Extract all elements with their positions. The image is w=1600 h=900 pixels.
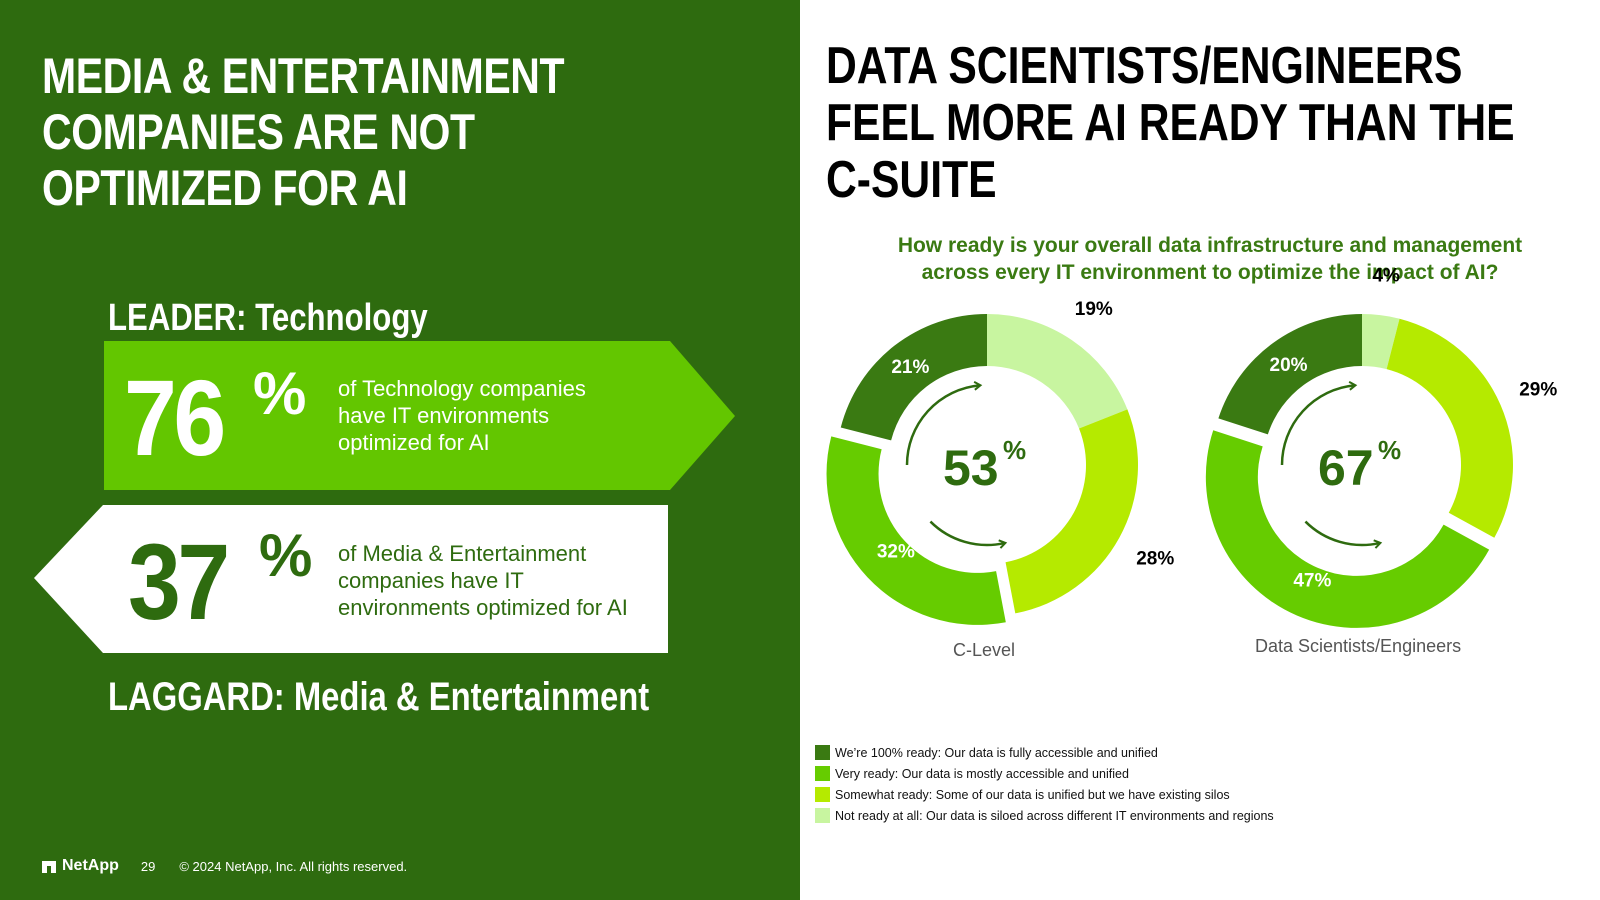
leader-description: of Technology companies have IT environm… <box>338 375 586 456</box>
center-percent-sign: % <box>1378 435 1401 465</box>
legend-label: We’re 100% ready: Our data is fully acce… <box>835 745 1158 760</box>
left-title-line: COMPANIES ARE NOT <box>42 104 475 160</box>
leader-description-line: optimized for AI <box>338 430 490 455</box>
chart-label-data-scientists: Data Scientists/Engineers <box>1255 636 1462 656</box>
footer-brand: NetApp <box>62 857 119 874</box>
footer: NetApp 29 © 2024 NetApp, Inc. All rights… <box>42 857 407 875</box>
leader-percent-sign: % <box>253 360 307 427</box>
laggard-percent-sign: % <box>259 522 313 589</box>
left-panel: MEDIA & ENTERTAINMENT COMPANIES ARE NOT … <box>0 0 800 900</box>
slice-value-label: 21% <box>891 357 929 378</box>
center-value: 53 <box>943 440 999 496</box>
netapp-logo-icon <box>42 861 56 873</box>
donut-slice <box>1205 430 1490 628</box>
legend-swatch <box>815 745 830 760</box>
donut-slice <box>840 314 987 441</box>
slice-value-label: 29% <box>1519 380 1557 401</box>
center-value: 67 <box>1318 440 1374 496</box>
leader-description-line: of Technology companies <box>338 376 586 401</box>
chart-label-c-level: C-Level <box>953 640 1016 660</box>
donut-charts: 19% 28% 32% 21% 53 % 4% 29% 47% 20% 67% <box>826 266 1557 628</box>
right-title-line: C-SUITE <box>826 151 997 209</box>
donut-slice <box>826 436 1006 625</box>
chart-legend: We’re 100% ready: Our data is fully acce… <box>815 742 1274 826</box>
survey-question: How ready is your overall data infrastru… <box>830 232 1590 286</box>
leader-value: 76 <box>124 357 226 478</box>
legend-swatch <box>815 787 830 802</box>
laggard-description: of Media & Entertainment companies have … <box>338 540 628 621</box>
slice-value-label: 32% <box>877 542 915 563</box>
cycle-arrow <box>929 520 1008 549</box>
legend-item: We’re 100% ready: Our data is fully acce… <box>815 742 1274 763</box>
laggard-label: LAGGARD: Media & Entertainment <box>108 675 650 719</box>
footer-page-number: 29 <box>140 858 156 874</box>
footer-copyright: © 2024 NetApp, Inc. All rights reserved. <box>179 858 408 874</box>
donut-slice <box>1362 314 1400 370</box>
survey-question-line: across every IT environment to optimize … <box>921 261 1499 284</box>
left-title-line: MEDIA & ENTERTAINMENT <box>42 48 565 104</box>
legend-label: Not ready at all: Our data is siloed acr… <box>835 808 1274 823</box>
leader-banner-shape <box>34 341 735 653</box>
right-title-line: DATA SCIENTISTS/ENGINEERS <box>826 37 1463 95</box>
left-title-line: OPTIMIZED FOR AI <box>42 160 408 216</box>
leader-description-line: have IT environments <box>338 403 550 428</box>
slice-value-label: 19% <box>1075 299 1113 320</box>
legend-item: Not ready at all: Our data is siloed acr… <box>815 805 1274 826</box>
legend-label: Very ready: Our data is mostly accessibl… <box>835 766 1129 781</box>
left-title: MEDIA & ENTERTAINMENT COMPANIES ARE NOT … <box>42 48 565 216</box>
slice-value-label: 4% <box>1372 266 1400 287</box>
laggard-description-line: environments optimized for AI <box>338 595 628 620</box>
legend-item: Very ready: Our data is mostly accessibl… <box>815 763 1274 784</box>
laggard-description-line: of Media & Entertainment <box>338 541 587 566</box>
legend-item: Somewhat ready: Some of our data is unif… <box>815 784 1274 805</box>
donut-slice <box>1005 409 1138 614</box>
leader-label: LEADER: Technology <box>108 297 428 339</box>
center-percent-sign: % <box>1003 435 1026 465</box>
survey-question-line: How ready is your overall data infrastru… <box>897 234 1523 257</box>
right-panel: DATA SCIENTISTS/ENGINEERS FEEL MORE AI R… <box>800 0 1600 900</box>
legend-swatch <box>815 808 830 823</box>
legend-label: Somewhat ready: Some of our data is unif… <box>835 787 1230 802</box>
cycle-arrow <box>905 380 983 466</box>
slice-value-label: 47% <box>1293 571 1331 592</box>
right-title-line: FEEL MORE AI READY THAN THE <box>826 94 1515 152</box>
slice-value-label: 28% <box>1136 548 1174 569</box>
laggard-description-line: companies have IT <box>338 568 524 593</box>
legend-swatch <box>815 766 830 781</box>
donut-slice <box>1218 314 1362 435</box>
cycle-arrow <box>1280 380 1358 466</box>
laggard-value: 37 <box>128 521 230 642</box>
donut-slice <box>1386 318 1513 538</box>
donut-slice <box>987 314 1128 429</box>
cycle-arrow <box>1304 520 1383 549</box>
slice-value-label: 20% <box>1270 355 1308 376</box>
right-title: DATA SCIENTISTS/ENGINEERS FEEL MORE AI R… <box>826 38 1515 209</box>
